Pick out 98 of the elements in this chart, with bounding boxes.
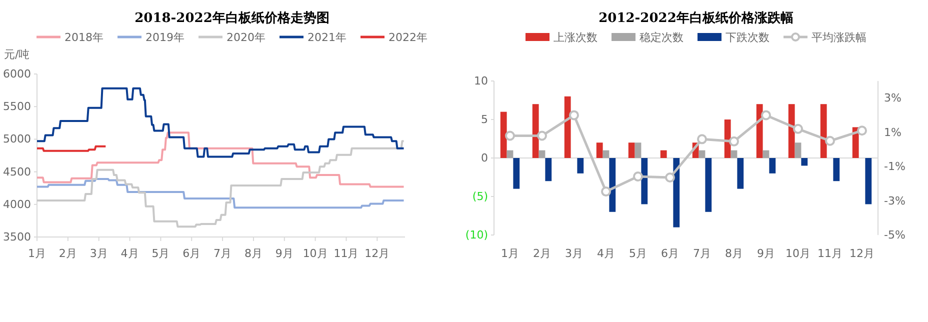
x-tick-label: 12月 [850,247,874,260]
x-tick-label: 9月 [275,247,294,260]
y-tick-label: 10 [474,74,488,88]
y-tick-label: 5500 [3,100,31,114]
bar [538,150,546,158]
bar [730,150,738,158]
bar [564,96,571,158]
bar [788,104,795,158]
bar [609,158,616,212]
bar [660,150,667,158]
line-series [36,140,405,228]
bar [865,158,872,204]
line-series [36,87,405,158]
y-tick-label: (10) [465,228,488,242]
x-tick-label: 10月 [786,247,810,260]
y-tick-label: 5 [481,113,488,126]
x-tick-label: 12月 [364,247,390,260]
chart-title: 2018-2022年白板纸价格走势图 [134,10,330,26]
y2-tick-label: -5% [884,228,906,242]
y-tick-label: 3500 [3,230,31,244]
x-tick-label: 5月 [152,247,170,260]
y2-tick-label: 3% [884,92,902,105]
point [793,124,803,134]
point [761,110,771,120]
bar [724,120,731,158]
bar [737,158,744,189]
bar [532,104,539,158]
bar [756,104,763,158]
x-tick-label: 2月 [533,247,551,260]
y-tick-label: (5) [472,190,488,203]
legend-label: 2018年 [64,31,104,44]
bar [820,104,827,158]
point [505,130,515,141]
bar [673,158,680,228]
x-tick-label: 6月 [661,247,679,260]
x-tick-label: 4月 [120,247,139,260]
bar [794,142,802,158]
bar [577,158,584,174]
chart-title: 2012-2022年白板纸价格涨跌幅 [598,11,794,26]
bar [628,142,635,158]
point [569,110,579,120]
bar [769,158,776,174]
y-tick-label: 4000 [3,198,31,211]
y-axis-title: 元/吨 [4,48,30,61]
x-tick-label: 3月 [565,247,583,260]
legend-label: 平均涨跌幅 [812,31,866,44]
legend-label: 2020年 [226,31,266,44]
point [857,126,867,136]
point [665,172,675,183]
bar [762,150,770,158]
bar [634,142,642,158]
point [697,134,707,144]
x-tick-label: 1月 [28,247,46,260]
bar [641,158,648,204]
point [601,186,611,197]
point [729,136,739,146]
line-series [36,132,405,188]
y-tick-label: 5000 [3,132,31,146]
y-tick-label: 0 [481,152,488,164]
bar [513,158,520,189]
point [633,171,643,182]
x-tick-label: 11月 [818,247,842,260]
legend-label: 上涨次数 [554,31,598,44]
x-tick-label: 3月 [90,247,108,260]
x-tick-label: 5月 [629,247,647,260]
y2-tick-label: 1% [884,126,902,139]
x-tick-label: 6月 [182,247,201,260]
x-tick-label: 10月 [302,247,328,260]
bar [602,150,610,158]
y2-tick-label: -3% [884,194,906,208]
legend-label: 2021年 [308,31,346,44]
x-tick-label: 7月 [693,247,711,260]
legend-label: 2022年 [388,31,428,44]
bar [545,158,552,182]
bar [833,158,840,182]
legend-label: 2019年 [146,31,184,44]
y-tick-label: 6000 [3,68,31,80]
x-tick-label: 9月 [757,247,775,260]
bar [801,158,808,166]
x-tick-label: 8月 [244,247,262,260]
bar [596,142,603,158]
bar [705,158,712,212]
x-tick-label: 11月 [334,247,359,260]
x-tick-label: 4月 [597,247,615,260]
point [825,136,835,146]
bar [500,112,507,158]
bar [698,150,706,158]
x-tick-label: 2月 [58,247,77,260]
x-tick-label: 7月 [214,247,232,260]
y-tick-label: 4500 [3,165,31,178]
legend-label: 稳定次数 [640,31,684,44]
y2-tick-label: -1% [884,160,906,174]
bar [506,150,514,158]
x-tick-label: 8月 [725,247,743,260]
point [537,130,547,141]
x-tick-label: 1月 [501,247,519,260]
line-series [36,178,405,209]
legend-label: 下跌次数 [726,31,770,44]
